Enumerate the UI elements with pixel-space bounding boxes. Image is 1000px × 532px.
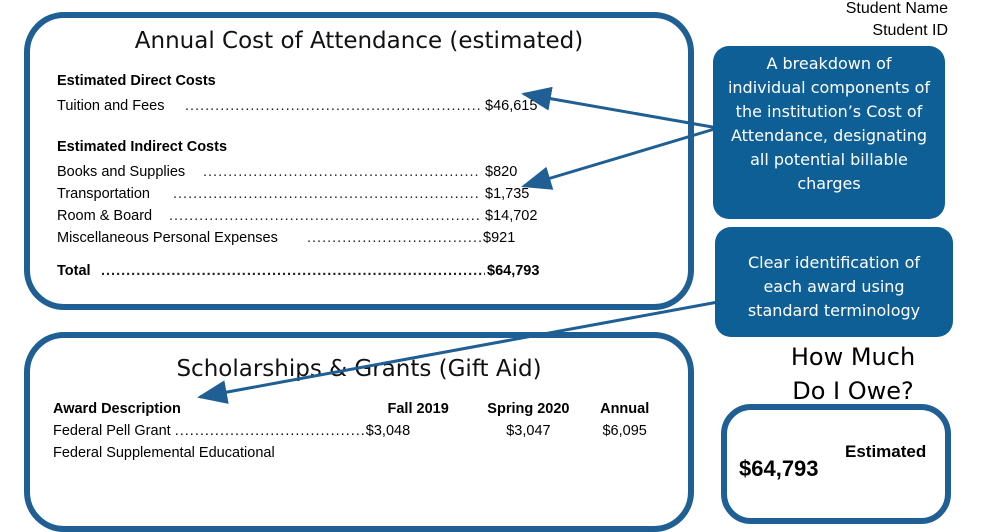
arrow-to-award-description <box>197 300 719 404</box>
cost-panel-title: Annual Cost of Attendance (estimated) <box>134 28 584 54</box>
breakdown-callout: A breakdown of individual components of … <box>713 46 945 219</box>
dot-leader: ........................................… <box>101 263 485 279</box>
indirect-costs-heading: Estimated Indirect Costs <box>57 139 228 155</box>
student-id-label: Student ID <box>872 22 948 39</box>
cost-line-amount: $1,735 <box>485 186 530 202</box>
dot-leader: ........................................… <box>185 98 481 114</box>
owe-panel: Estimated $64,793 <box>721 404 951 524</box>
cost-line-label: Miscellaneous Personal Expenses <box>57 230 278 246</box>
total-amount: $64,793 <box>487 263 540 279</box>
col-fall: Fall 2019 <box>387 401 449 417</box>
awards-table: Award Description Fall 2019 Spring 2020 … <box>53 398 663 464</box>
total-label: Total <box>57 263 91 279</box>
dot-leader: ........................................… <box>169 208 481 224</box>
award-annual: $6,095 <box>602 423 647 439</box>
award-fall: $3,048 <box>365 423 411 439</box>
dot-leader: ........................................… <box>173 186 481 202</box>
dot-leader: ........................................… <box>307 230 481 246</box>
cost-line-label: Room & Board <box>57 208 153 224</box>
cost-of-attendance-panel: Annual Cost of Attendance (estimated) Es… <box>24 12 694 310</box>
identification-callout: Clear identification of each award using… <box>715 227 953 337</box>
award-desc: Federal Supplemental Educational <box>53 445 275 461</box>
cost-total-line: Total ..................................… <box>57 260 539 282</box>
col-spring: Spring 2020 <box>487 401 570 417</box>
award-desc: Federal Pell Grant .....................… <box>53 423 366 439</box>
dot-leader: ........................................… <box>203 164 481 180</box>
cost-line-amount: $921 <box>483 230 516 246</box>
awards-header-row: Award Description Fall 2019 Spring 2020 … <box>53 398 663 420</box>
cost-line-label: Tuition and Fees <box>57 98 165 114</box>
table-row: Federal Pell Grant .....................… <box>53 420 663 442</box>
table-row: Federal Supplemental Educational <box>53 442 663 464</box>
cost-line-label: Books and Supplies <box>57 164 186 180</box>
cost-line-amount: $14,702 <box>485 208 538 224</box>
cost-line-misc: Miscellaneous Personal Expenses ........… <box>57 227 527 249</box>
student-name-label: Student Name <box>845 0 948 17</box>
cost-line-label: Transportation <box>57 186 150 202</box>
cost-line-transportation: Transportation .........................… <box>57 183 530 205</box>
arrow-to-transportation <box>521 126 719 190</box>
col-annual: Annual <box>600 401 650 417</box>
cost-line-books: Books and Supplies .....................… <box>57 161 527 183</box>
cost-line-amount: $820 <box>485 164 518 180</box>
callout-arrows <box>197 86 719 404</box>
award-spring: $3,047 <box>506 423 551 439</box>
estimated-label: Estimated <box>845 442 927 461</box>
cost-line-room-board: Room & Board ...........................… <box>57 205 537 227</box>
col-award-description: Award Description <box>53 401 181 417</box>
arrow-to-tuition <box>521 86 719 130</box>
owe-heading: How Much Do I Owe? <box>790 343 916 405</box>
owe-amount: $64,793 <box>739 456 819 481</box>
direct-costs-heading: Estimated Direct Costs <box>57 73 216 89</box>
